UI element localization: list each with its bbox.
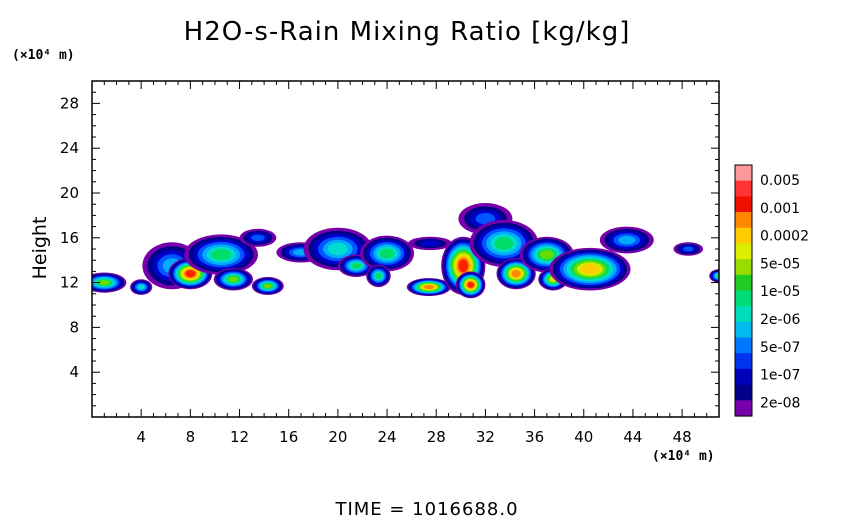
- rain-cell-level: [98, 280, 110, 286]
- rain-cell-11: [360, 235, 415, 272]
- rain-cell-level: [539, 250, 554, 260]
- x-tick-label: 44: [623, 428, 642, 446]
- rain-cell-1: [130, 279, 153, 295]
- rain-cell-13: [407, 236, 453, 251]
- y-tick-label: 28: [60, 94, 79, 112]
- colorbar-swatch: [735, 165, 752, 182]
- rain-cell-level: [327, 242, 348, 256]
- rain-cell-level: [263, 283, 272, 289]
- chart-title: H2O-s-Rain Mixing Ratio [kg/kg]: [184, 17, 631, 47]
- colorbar-swatch: [735, 180, 752, 197]
- x-tick-label: 16: [279, 428, 298, 446]
- x-tick-label: 8: [186, 428, 196, 446]
- x-tick-label: 12: [230, 428, 249, 446]
- colorbar-label: 0.001: [760, 201, 800, 217]
- rain-cell-level: [618, 235, 636, 245]
- colorbar-label: 0.005: [760, 173, 800, 189]
- rain-cell-level: [467, 281, 474, 288]
- colorbar-label: 1e-07: [760, 368, 800, 384]
- heatmap-field: [92, 203, 719, 299]
- x-tick-label: 24: [378, 428, 397, 446]
- rain-cell-level: [458, 259, 469, 273]
- colorbar: [734, 164, 753, 417]
- colorbar-swatch: [735, 321, 752, 339]
- colorbar-label: 5e-07: [760, 340, 800, 356]
- y-tick-label: 24: [60, 139, 79, 157]
- x-tick-labels: 4 8 12 16 20 24 28 32 36 40 44 48: [136, 428, 691, 446]
- colorbar-swatch: [735, 290, 752, 307]
- rain-cell-0: [92, 272, 127, 293]
- rain-cell-12: [366, 264, 391, 288]
- colorbar-label: 0.0002: [760, 229, 809, 245]
- y-tick-label: 16: [60, 229, 79, 247]
- x-tick-label: 48: [673, 428, 692, 446]
- colorbar-label: 2e-08: [760, 395, 800, 411]
- colorbar-swatch: [735, 306, 752, 323]
- colorbar-label: 2e-06: [760, 312, 800, 328]
- rain-cell-16: [455, 271, 486, 299]
- colorbar-swatch: [735, 259, 752, 276]
- rain-cell-level: [475, 213, 496, 225]
- y-axis-label: Height: [29, 217, 51, 280]
- rain-cell-level: [228, 276, 239, 283]
- x-tick-label: 28: [427, 428, 446, 446]
- colorbar-swatch: [735, 212, 752, 229]
- rain-cell-5: [213, 268, 254, 291]
- y-tick-labels: 4 8 12 16 20 24 28: [60, 94, 79, 381]
- colorbar-swatch: [735, 353, 752, 370]
- rain-cell-level: [351, 262, 362, 269]
- colorbar-swatch: [735, 384, 752, 401]
- colorbar-swatch: [735, 196, 752, 213]
- axis-ticks: [92, 80, 720, 417]
- rain-cell-25: [709, 269, 719, 283]
- rain-cell-level: [375, 272, 382, 279]
- time-footer: TIME = 1016688.0: [334, 499, 518, 519]
- colorbar-label: 1e-05: [760, 284, 800, 300]
- y-tick-label: 12: [60, 274, 79, 292]
- colorbar-swatch: [735, 227, 752, 245]
- rain-cell-4: [184, 234, 258, 275]
- rain-cell-level: [494, 237, 514, 250]
- colorbar-swatch: [735, 274, 752, 292]
- rain-cell-23: [599, 226, 654, 254]
- rain-cell-3: [168, 257, 213, 290]
- rain-cell-level: [420, 240, 440, 247]
- rain-cell-level: [211, 249, 232, 261]
- rain-cell-level: [580, 264, 600, 275]
- y-tick-label: 8: [69, 318, 79, 336]
- x-tick-label: 36: [525, 428, 544, 446]
- colorbar-labels: 0.005 0.001 0.0002 5e-05 1e-05 2e-06 5e-07 1e-0…: [760, 173, 809, 411]
- rain-cell-level: [379, 248, 395, 259]
- rain-cell-level: [682, 246, 694, 252]
- y-tick-label: 20: [60, 184, 79, 202]
- rain-cell-24: [673, 242, 704, 256]
- rain-cell-21: [538, 268, 568, 291]
- x-tick-label: 40: [574, 428, 593, 446]
- colorbar-swatch: [735, 368, 752, 386]
- y-unit-label: (×10⁴ m): [12, 48, 75, 63]
- rain-cell-20: [519, 236, 574, 273]
- x-tick-label: 32: [476, 428, 495, 446]
- rain-cell-level: [137, 284, 145, 290]
- rain-cell-22: [549, 247, 631, 291]
- rain-cell-level: [423, 285, 434, 290]
- colorbar-swatch: [735, 243, 752, 260]
- rain-cell-14: [406, 278, 451, 297]
- x-unit-label: (×10⁴ m): [652, 449, 715, 464]
- rain-cell-level: [185, 270, 196, 278]
- x-tick-label: 20: [328, 428, 347, 446]
- colorbar-swatch: [735, 400, 752, 417]
- x-tick-label: 4: [136, 428, 146, 446]
- rain-cell-level: [251, 234, 265, 241]
- rain-cell-level: [511, 270, 521, 278]
- colorbar-swatch: [735, 337, 752, 354]
- colorbar-frame: [734, 164, 753, 417]
- rain-cell-6: [251, 276, 284, 295]
- y-tick-label: 4: [69, 363, 79, 381]
- rain-cell-7: [239, 228, 277, 247]
- colorbar-label: 5e-05: [760, 256, 800, 272]
